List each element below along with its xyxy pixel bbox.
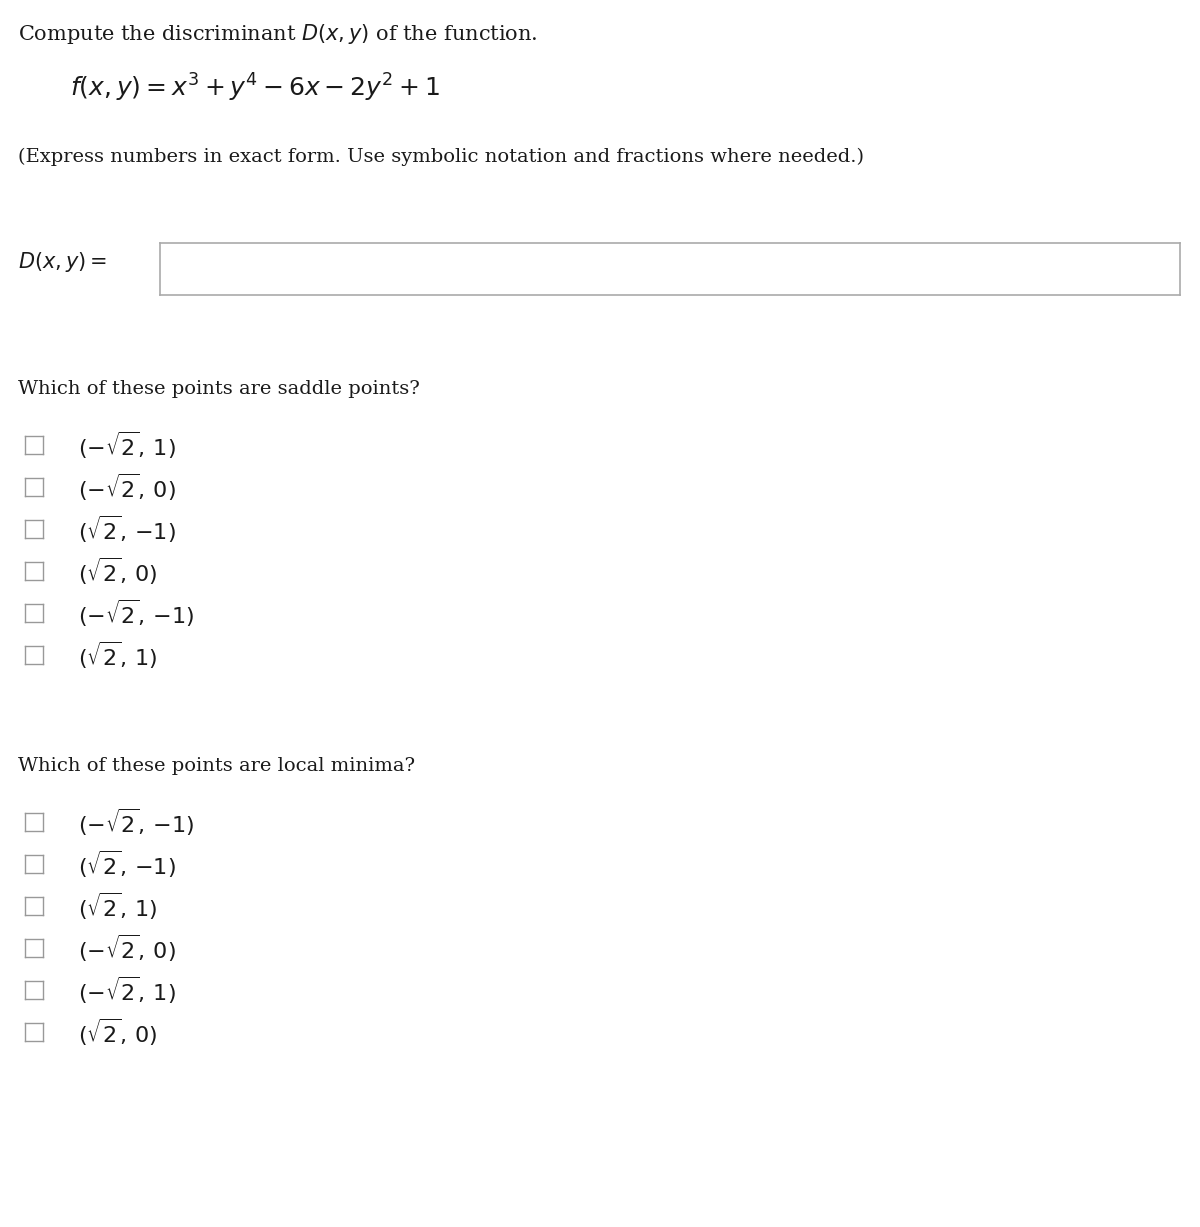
Text: Compute the discriminant $D(x, y)$ of the function.: Compute the discriminant $D(x, y)$ of th… xyxy=(18,22,538,45)
Text: $D(x, y) =$: $D(x, y) =$ xyxy=(18,250,107,274)
Text: Which of these points are local minima?: Which of these points are local minima? xyxy=(18,757,415,775)
Text: $(\sqrt{2},\, 1)$: $(\sqrt{2},\, 1)$ xyxy=(78,891,157,921)
Text: $(-\sqrt{2},\, {-}1)$: $(-\sqrt{2},\, {-}1)$ xyxy=(78,806,194,838)
Text: $f(x, y) = x^3 + y^4 - 6x - 2y^2 + 1$: $f(x, y) = x^3 + y^4 - 6x - 2y^2 + 1$ xyxy=(70,72,439,104)
Text: $(\sqrt{2},\, 0)$: $(\sqrt{2},\, 0)$ xyxy=(78,556,157,587)
Text: $(-\sqrt{2},\, {-}1)$: $(-\sqrt{2},\, {-}1)$ xyxy=(78,598,194,628)
Text: $(-\sqrt{2},\, 0)$: $(-\sqrt{2},\, 0)$ xyxy=(78,471,175,503)
Text: Which of these points are saddle points?: Which of these points are saddle points? xyxy=(18,380,420,398)
Text: $(-\sqrt{2},\, 0)$: $(-\sqrt{2},\, 0)$ xyxy=(78,933,175,963)
Text: (Express numbers in exact form. Use symbolic notation and fractions where needed: (Express numbers in exact form. Use symb… xyxy=(18,148,864,166)
Text: $(\sqrt{2},\, 0)$: $(\sqrt{2},\, 0)$ xyxy=(78,1016,157,1048)
Text: $(-\sqrt{2},\, 1)$: $(-\sqrt{2},\, 1)$ xyxy=(78,974,175,1006)
Text: $(\sqrt{2},\, {-}1)$: $(\sqrt{2},\, {-}1)$ xyxy=(78,848,175,880)
Text: $(\sqrt{2},\, 1)$: $(\sqrt{2},\, 1)$ xyxy=(78,639,157,671)
Text: $(-\sqrt{2},\, 1)$: $(-\sqrt{2},\, 1)$ xyxy=(78,429,175,460)
Text: $(\sqrt{2},\, {-}1)$: $(\sqrt{2},\, {-}1)$ xyxy=(78,513,175,545)
